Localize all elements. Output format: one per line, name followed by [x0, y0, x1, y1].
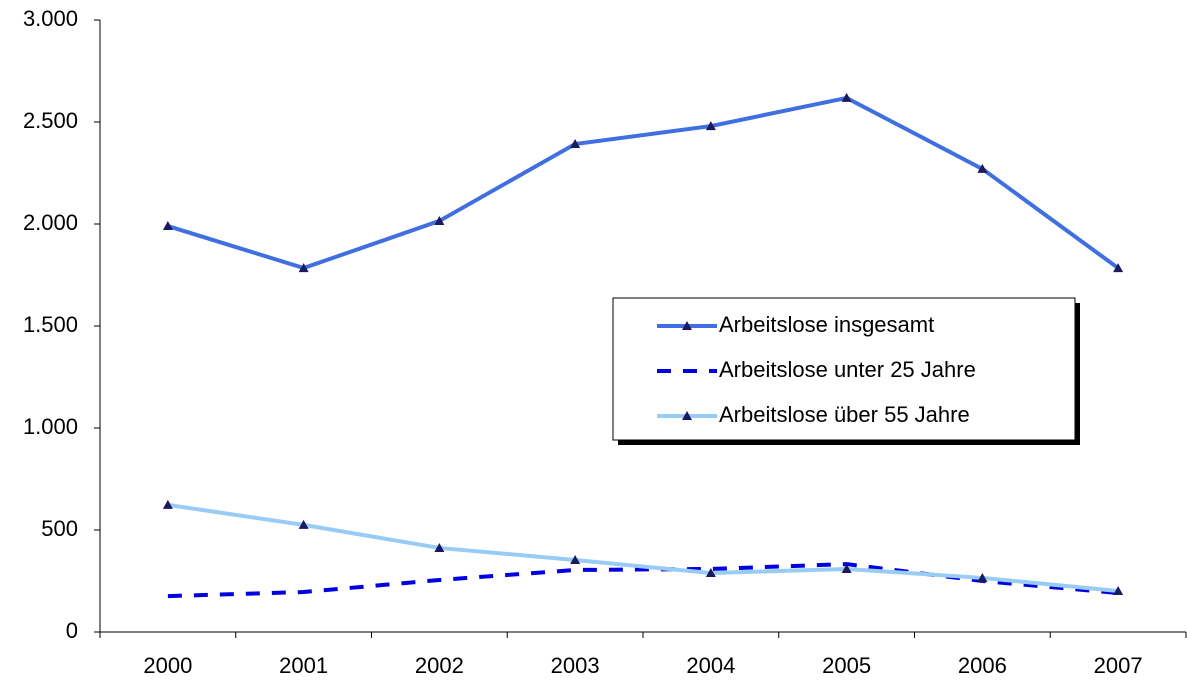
marker [570, 139, 581, 149]
marker [841, 92, 852, 102]
legend-marker [682, 411, 692, 420]
marker [162, 499, 173, 509]
legend-label: Arbeitslose unter 25 Jahre [719, 357, 976, 382]
marker [434, 542, 445, 552]
y-tick-label: 3.000 [23, 6, 78, 31]
y-tick-label: 1.500 [23, 312, 78, 337]
marker [298, 519, 309, 529]
x-tick-label: 2003 [551, 653, 600, 678]
marker [434, 215, 445, 225]
x-tick-label: 2002 [415, 653, 464, 678]
y-tick-label: 1.000 [23, 414, 78, 439]
legend-marker [682, 321, 692, 330]
y-tick-label: 2.500 [23, 108, 78, 133]
marker [977, 163, 988, 173]
x-tick-label: 2001 [279, 653, 328, 678]
series-line [167, 95, 1120, 271]
x-tick-label: 2007 [1094, 653, 1143, 678]
marker [705, 568, 716, 578]
x-tick-label: 2004 [686, 653, 735, 678]
x-tick-label: 2000 [143, 653, 192, 678]
marker [977, 572, 988, 582]
y-tick-label: 2.000 [23, 210, 78, 235]
series-line [167, 502, 1119, 593]
marker [841, 563, 852, 573]
x-tick-label: 2006 [958, 653, 1007, 678]
x-tick-label: 2005 [822, 653, 871, 678]
marker [1113, 263, 1124, 273]
y-tick-label: 500 [41, 516, 78, 541]
marker [162, 221, 173, 231]
marker [705, 121, 716, 131]
series-line [167, 562, 1119, 599]
y-tick-label: 0 [66, 618, 78, 643]
marker [1113, 585, 1124, 595]
marker [570, 554, 581, 564]
marker [298, 263, 309, 273]
legend-label: Arbeitslose insgesamt [719, 312, 934, 337]
legend-label: Arbeitslose über 55 Jahre [719, 402, 970, 427]
